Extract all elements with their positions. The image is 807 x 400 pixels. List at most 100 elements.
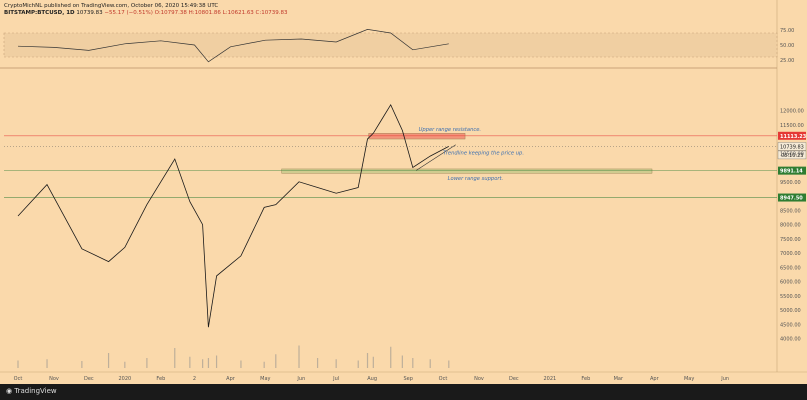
volume-bar	[174, 348, 176, 368]
current-price-box	[777, 142, 807, 151]
volume-bar	[448, 360, 450, 368]
time-tick-label: May	[260, 376, 270, 382]
publisher-line: CryptoMichNL published on TradingView.co…	[4, 3, 219, 9]
rsi-band	[3, 32, 778, 58]
price-tick-label: 10500.00	[780, 151, 804, 157]
time-tick-label: 2	[193, 376, 196, 382]
volume-bar	[429, 359, 431, 368]
time-tick-label: Feb	[156, 376, 165, 382]
time-tick-label: Nov	[474, 376, 484, 382]
volume-bars	[17, 345, 450, 368]
volume-bar	[107, 353, 110, 368]
time-tick-label: Apr	[226, 376, 236, 382]
rsi-tick-label: 75.00	[780, 28, 794, 34]
price-scale-background	[777, 0, 807, 384]
price-tick-label: 8500.00	[780, 208, 801, 214]
time-tick-label: Apr	[650, 376, 660, 382]
countdown-box	[777, 150, 807, 160]
price-change: −55.17 (−0.51%)	[104, 10, 153, 16]
volume-bar	[202, 359, 204, 368]
price-tick-label: 6500.00	[780, 265, 801, 271]
volume-bar	[390, 346, 392, 368]
price-tick-label: 5500.00	[780, 294, 801, 300]
volume-bar	[335, 359, 337, 368]
ohlc-values: O:10797.38 H:10801.86 L:10621.63 C:10739…	[154, 10, 288, 16]
time-tick-label: May	[684, 376, 694, 382]
time-tick-label: Oct	[14, 376, 23, 382]
annotation-text: Lower range support.	[448, 176, 504, 182]
time-tick-label: Aug	[367, 376, 377, 382]
level-label-box	[778, 193, 806, 202]
volume-bar	[46, 359, 48, 368]
time-tick-label: Dec	[84, 376, 94, 382]
price-line	[17, 103, 449, 328]
price-tick-label: 11500.00	[780, 123, 804, 129]
time-tick-label: Feb	[581, 376, 590, 382]
rsi-tick-label: 50.00	[780, 43, 794, 49]
volume-bar	[366, 353, 369, 368]
time-tick-label: Mar	[614, 376, 624, 382]
volume-bar	[124, 361, 126, 368]
tradingview-logo[interactable]: ◉ TradingView	[6, 387, 57, 395]
chart-background	[0, 0, 807, 384]
symbol-label: BITSTAMP:BTCUSD, 1D	[4, 10, 75, 16]
chart-header: CryptoMichNL published on TradingView.co…	[4, 3, 288, 17]
level-label-box	[778, 166, 806, 175]
volume-bar	[401, 355, 403, 368]
price-tick-label: 9500.00	[780, 180, 801, 186]
symbol-line: BITSTAMP:BTCUSD, 1D 10739.83 −55.17 (−0.…	[4, 10, 288, 17]
annotation-text: Upper range resistance.	[419, 127, 481, 133]
time-tick-label: Jun	[720, 376, 729, 382]
time-tick-label: Dec	[509, 376, 519, 382]
volume-bar	[207, 358, 210, 368]
trendline	[416, 144, 456, 171]
time-tick-label: Oct	[439, 376, 448, 382]
price-tick-label: 4000.00	[780, 337, 801, 343]
price-axis: 12000.00 11500.00 10500.00 9500.00 8500.00 80…	[780, 109, 804, 343]
tradingview-brand: TradingView	[14, 387, 57, 395]
volume-bar	[316, 358, 319, 368]
level-label: 9891.14	[780, 169, 803, 175]
volume-bar	[263, 361, 265, 368]
price-pane: 11113.23 9891.14 8947.50 10739.83 08:10:23 Up…	[4, 103, 807, 328]
time-tick-label: Nov	[49, 376, 59, 382]
time-tick-label: 2020	[118, 376, 131, 382]
time-tick-label: Sep	[403, 376, 412, 382]
volume-bar	[215, 355, 218, 368]
volume-bar	[357, 360, 359, 368]
rsi-line	[17, 29, 449, 63]
annotation-text: Trendline keeping the price up.	[443, 150, 524, 156]
price-tick-label: 12000.00	[780, 109, 804, 115]
volume-bar	[17, 360, 19, 368]
level-label-box	[778, 131, 806, 140]
rsi-pane: 75.00 50.00 25.00	[3, 28, 794, 64]
volume-bar	[146, 358, 148, 368]
footer-bar: ◉ TradingView	[0, 384, 807, 400]
time-tick-label: 2021	[543, 376, 556, 382]
volume-bar	[240, 360, 242, 368]
price-tick-label: 7000.00	[780, 251, 801, 257]
last-price: 10739.83	[76, 10, 103, 16]
volume-bar	[81, 361, 83, 368]
level-label: 8947.50	[780, 196, 803, 202]
volume-bar	[412, 358, 414, 368]
price-tick-label: 6000.00	[780, 280, 801, 286]
time-axis: Oct Nov Dec 2020 Feb 2 Apr May Jun Jul Aug Sep Oct No…	[14, 376, 729, 382]
time-tick-label: Jun	[296, 376, 305, 382]
level-label: 11113.23	[780, 134, 807, 140]
volume-bar	[275, 354, 277, 368]
countdown-label: 08:10:23	[781, 153, 803, 159]
support-zone	[281, 168, 653, 174]
resistance-zone	[368, 133, 466, 140]
chart-canvas[interactable]: 75.00 50.00 25.00 11113.23 9891.14 8947.50 10…	[0, 0, 807, 384]
price-tick-label: 8000.00	[780, 223, 801, 229]
price-tick-label: 7500.00	[780, 237, 801, 243]
volume-bar	[189, 356, 191, 368]
volume-bar	[298, 345, 300, 368]
volume-bar	[372, 356, 374, 368]
current-price-label: 10739.83	[780, 144, 804, 150]
time-tick-label: Jul	[332, 376, 339, 382]
rsi-tick-label: 25.00	[780, 58, 794, 64]
price-tick-label: 4500.00	[780, 322, 801, 328]
